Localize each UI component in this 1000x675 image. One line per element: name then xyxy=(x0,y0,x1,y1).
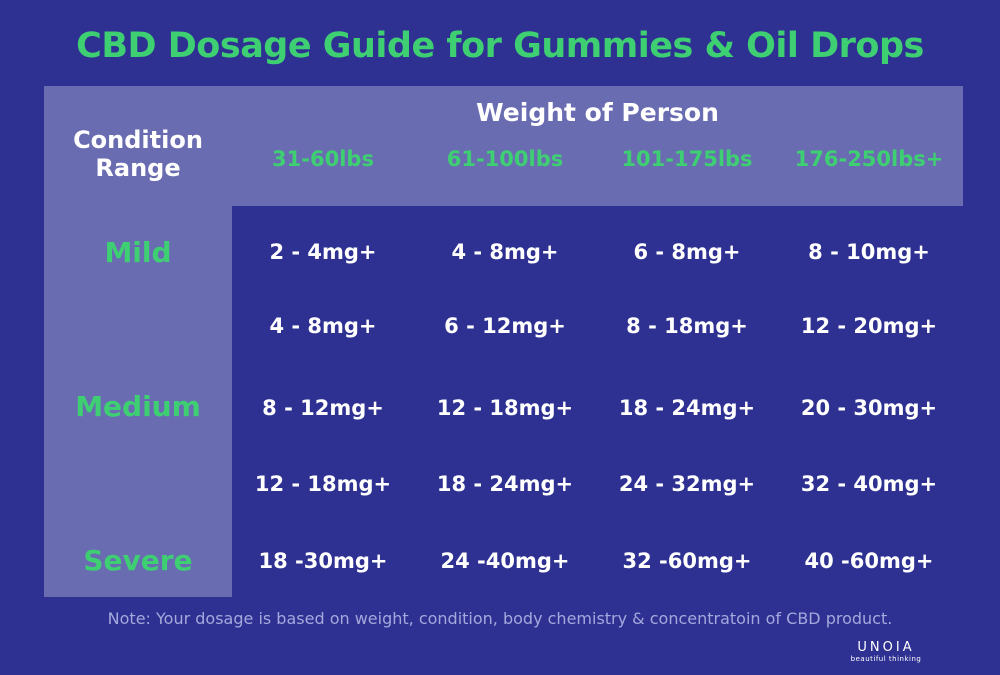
footnote: Note: Your dosage is based on weight, co… xyxy=(107,609,893,628)
condition-mild: Mild xyxy=(104,236,172,269)
dosage-cell: 32 - 40mg+ xyxy=(800,472,938,496)
page-title: CBD Dosage Guide for Gummies & Oil Drops xyxy=(76,26,924,66)
weight-range-1: 31-60lbs xyxy=(272,147,374,171)
weight-range-4: 176-250lbs+ xyxy=(794,147,944,171)
weight-header: Weight of Person xyxy=(476,98,719,127)
brand-name: UNOIA xyxy=(857,640,915,655)
dosage-cell: 32 -60mg+ xyxy=(622,549,752,573)
dosage-cell: 8 - 12mg+ xyxy=(262,396,384,420)
dosage-cell: 12 - 18mg+ xyxy=(254,472,392,496)
dosage-cell: 8 - 10mg+ xyxy=(808,240,930,264)
condition-severe: Severe xyxy=(83,544,193,577)
weight-range-3: 101-175lbs xyxy=(621,147,753,171)
dosage-cell: 12 - 18mg+ xyxy=(436,396,574,420)
weight-range-2: 61-100lbs xyxy=(446,147,564,171)
dosage-cell: 24 - 32mg+ xyxy=(618,472,756,496)
dosage-cell: 40 -60mg+ xyxy=(804,549,934,573)
condition-header-line2: Range xyxy=(95,154,181,182)
header-panel xyxy=(44,86,963,206)
dosage-cell: 18 - 24mg+ xyxy=(618,396,756,420)
dosage-cell: 4 - 8mg+ xyxy=(269,314,377,338)
dosage-cell: 18 - 24mg+ xyxy=(436,472,574,496)
dosage-cell: 24 -40mg+ xyxy=(440,549,570,573)
condition-header-line1: Condition xyxy=(73,126,203,154)
dosage-cell: 6 - 8mg+ xyxy=(633,240,741,264)
condition-range-header: Condition Range xyxy=(44,126,232,182)
dosage-cell: 4 - 8mg+ xyxy=(451,240,559,264)
condition-panel xyxy=(44,206,232,597)
dosage-cell: 2 - 4mg+ xyxy=(269,240,377,264)
brand-logo: UNOIA beautiful thinking xyxy=(850,640,922,664)
dosage-cell: 12 - 20mg+ xyxy=(800,314,938,338)
brand-tagline: beautiful thinking xyxy=(850,655,922,663)
dosage-cell: 8 - 18mg+ xyxy=(626,314,748,338)
dosage-cell: 6 - 12mg+ xyxy=(444,314,566,338)
dosage-cell: 20 - 30mg+ xyxy=(800,396,938,420)
dosage-cell: 18 -30mg+ xyxy=(258,549,388,573)
condition-medium: Medium xyxy=(75,390,201,423)
